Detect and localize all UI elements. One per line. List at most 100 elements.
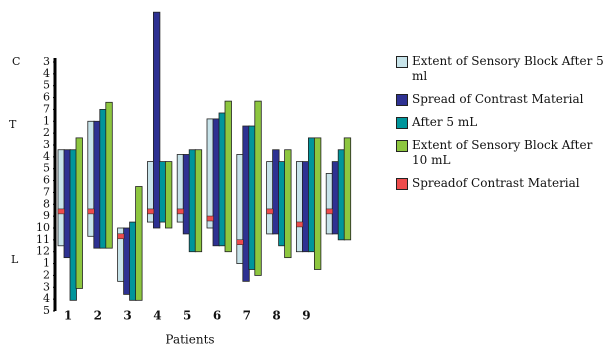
bar [75,137,83,289]
bar [313,137,322,270]
bar [182,154,191,235]
bar [188,149,197,253]
legend-label: After 5 mL [412,115,478,129]
legend-swatch [396,117,408,129]
y-tick-label: 7 [43,102,50,115]
x-tick-label: 9 [302,309,310,323]
y-tick-label: 8 [43,197,50,210]
x-tick-label: 1 [64,309,72,323]
bar [307,137,316,253]
legend-label: Spread of Contrast Material [412,92,584,106]
x-axis-label: Patients [165,333,214,347]
bar [99,109,107,249]
marker [176,208,184,215]
y-tick-label: 4 [43,292,50,305]
x-tick-label: 7 [243,309,251,323]
bar [105,101,113,249]
bar [63,149,71,259]
bar [272,149,280,235]
bar [236,154,244,264]
bar [123,227,131,295]
legend-swatch [396,178,408,190]
bar [93,120,101,249]
y-tick-label: 1 [43,114,50,127]
x-tick-label: 4 [153,309,161,323]
bar [331,161,340,235]
y-tick-label: 4 [43,67,50,80]
bar [343,137,352,241]
bar [129,221,137,301]
y-tick-label: 4 [43,150,50,163]
y-tick-label: 6 [43,91,50,104]
bar [135,186,143,301]
y-tick-label: 6 [43,174,50,187]
legend-swatch [396,56,408,68]
bar [152,11,161,229]
y-tick-label: 3 [43,55,50,68]
y-tick-label: 5 [43,304,50,317]
x-tick-label: 5 [183,309,191,323]
marker [117,233,125,240]
legend-label: Spreadof Contrast Material [412,176,580,190]
bar [284,149,292,259]
bar [194,149,203,253]
bar [164,161,173,229]
marker [57,208,65,215]
bar [206,118,214,229]
legend-label: Extent of Sensory Block After 5 ml [412,54,604,83]
y-tick-label: 9 [43,209,50,222]
bar [87,120,95,237]
legend-item: Extent of Sensory Block After 10 mL [396,138,608,168]
y-tick-label: 5 [43,79,50,92]
region-label: L [11,253,19,266]
bar [278,161,286,247]
region-label: T [9,118,17,131]
y-tick-label: 12 [36,245,50,258]
marker [266,208,274,215]
legend-item: After 5 mL [396,115,608,130]
y-tick-label: 2 [43,268,50,281]
marker [147,208,155,215]
y-tick-label: 10 [36,221,50,234]
y-tick-label: 5 [43,162,50,175]
y-tick-label: 11 [36,233,50,246]
legend-item: Extent of Sensory Block After 5 ml [396,54,608,84]
marker [236,239,244,245]
marker [87,208,95,215]
legend-item: Spread of Contrast Material [396,92,608,107]
marker [206,215,214,222]
bar [224,100,232,253]
x-tick-label: 6 [213,309,221,323]
marker [296,221,304,228]
bar [295,161,304,253]
legend-item: Spreadof Contrast Material [396,176,608,191]
bar [242,125,250,282]
x-tick-label: 3 [123,309,131,323]
y-tick-label: 1 [43,257,50,270]
y-tick-label: 7 [43,185,50,198]
x-tick-label: 2 [94,309,102,323]
legend-label: Extent of Sensory Block After 10 mL [412,138,593,167]
bar [266,161,274,235]
marker [325,208,333,215]
legend: Extent of Sensory Block After 5 ml Spread… [396,54,608,199]
bar [158,161,167,223]
y-tick-label: 3 [43,138,50,151]
bar [325,173,334,235]
y-tick-label: 3 [43,280,50,293]
bar [301,161,310,253]
bar [248,125,256,270]
x-tick-label: 8 [272,309,280,323]
region-label: C [12,55,20,68]
legend-swatch [396,140,408,152]
bar [212,118,220,247]
bar [57,149,65,247]
legend-swatch [396,94,408,106]
y-tick-label: 2 [43,126,50,139]
bar [69,149,77,301]
bar [337,149,346,241]
bar [254,100,262,276]
bar [218,112,226,247]
